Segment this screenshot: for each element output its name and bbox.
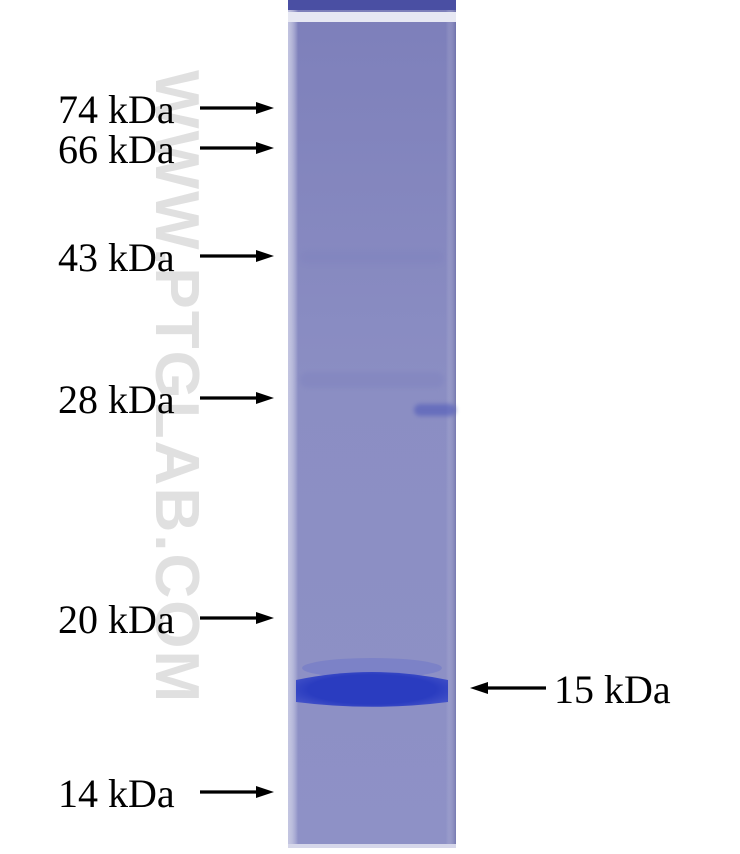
gel-lane-svg xyxy=(288,0,456,848)
arrow-icon xyxy=(180,782,294,802)
arrow-icon xyxy=(180,98,294,118)
gel-lane xyxy=(288,0,456,848)
marker-label-left: 14 kDa xyxy=(58,770,175,817)
marker-label-left: 20 kDa xyxy=(58,596,175,643)
marker-label-right: 15 kDa xyxy=(554,666,671,713)
faint-band xyxy=(300,250,444,264)
faint-band xyxy=(414,404,456,416)
arrow-icon xyxy=(180,138,294,158)
marker-label-left: 66 kDa xyxy=(58,126,175,173)
protein-band-svg xyxy=(296,672,448,710)
marker-label-left: 28 kDa xyxy=(58,376,175,423)
marker-label-left: 43 kDa xyxy=(58,234,175,281)
arrow-icon xyxy=(180,246,294,266)
protein-band-main xyxy=(296,672,448,710)
arrow-icon xyxy=(180,388,294,408)
arrow-icon xyxy=(180,608,294,628)
faint-band xyxy=(300,372,444,388)
arrow-icon xyxy=(450,678,566,698)
gel-image: { "image": { "width_px": 740, "height_px… xyxy=(0,0,740,854)
